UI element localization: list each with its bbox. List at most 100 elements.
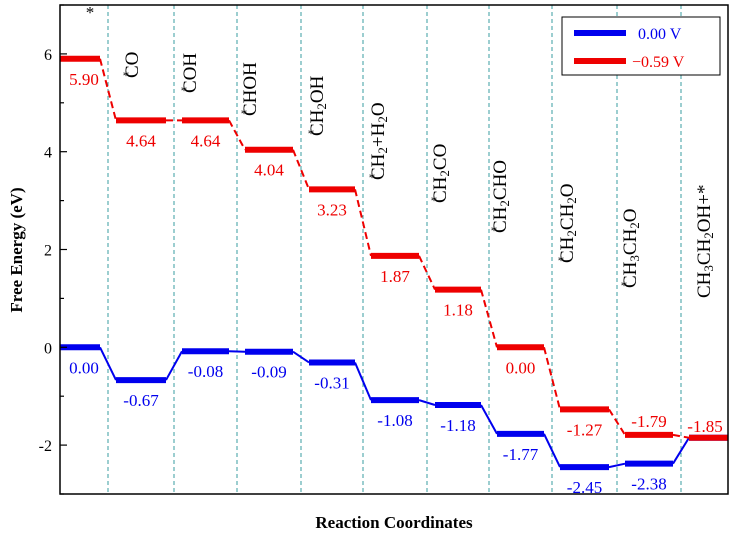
value-label-series-2: 1.18 xyxy=(443,301,473,320)
y-axis: -2 0 2 4 6 xyxy=(39,4,67,495)
intermediate-label-group: CHOH xyxy=(240,62,261,116)
intermediate-asterisk: * xyxy=(369,170,376,185)
intermediate-asterisk: * xyxy=(558,253,565,268)
value-label-series-1: -1.18 xyxy=(440,416,475,435)
connector-series-2 xyxy=(608,408,626,436)
intermediate-label-part: 2 xyxy=(375,147,390,154)
intermediate-label-group: CH3CH2OH+* xyxy=(694,185,716,298)
intermediate-label-part: CO xyxy=(430,144,451,170)
y-tick-label: -2 xyxy=(39,438,52,455)
intermediate-label-part: CO xyxy=(122,52,143,78)
connector-series-1 xyxy=(418,399,436,406)
intermediate-asterisk: * xyxy=(181,83,188,98)
connector-series-1 xyxy=(354,362,372,401)
intermediate-label-part: CH xyxy=(557,236,578,263)
intermediate-asterisk: * xyxy=(308,126,315,141)
value-label-series-1: -2.45 xyxy=(567,478,602,497)
y-tick-label: 0 xyxy=(44,340,52,357)
connector-series-1 xyxy=(608,462,626,469)
intermediate-label-part: CH xyxy=(557,203,578,230)
y-axis-label: Free Energy (eV) xyxy=(7,187,26,312)
intermediate-label-part: CH xyxy=(620,261,641,288)
intermediate-label: CHOH xyxy=(240,62,261,116)
intermediate-asterisk: * xyxy=(431,193,438,208)
value-label-series-1: -0.31 xyxy=(314,373,349,392)
intermediate-label-part: +H xyxy=(368,122,389,147)
intermediate-label-part: 2 xyxy=(437,170,452,177)
intermediate-label-part: 2 xyxy=(627,222,642,229)
y-tick-label: 2 xyxy=(44,243,52,260)
intermediate-label-part: CHOH xyxy=(240,62,261,116)
connector-series-2 xyxy=(418,255,436,291)
intermediate-label-part: 2 xyxy=(314,103,329,110)
intermediate-label-group: COH xyxy=(180,53,201,93)
legend-box xyxy=(561,16,721,76)
value-label-series-2: -1.79 xyxy=(631,412,666,431)
value-label-series-2: 4.64 xyxy=(191,131,221,150)
intermediate-label-part: CH xyxy=(368,153,389,180)
intermediate-label-group: CH2CO xyxy=(430,144,452,203)
intermediate-label-part: CH xyxy=(694,238,715,265)
energy-levels xyxy=(60,55,728,471)
intermediate-label: CH2CO xyxy=(430,144,452,203)
intermediate-label-part: OH xyxy=(307,75,328,103)
connector-series-1 xyxy=(292,350,310,364)
intermediate-label: CH3CH2OH+* xyxy=(694,185,716,298)
intermediate-asterisk: * xyxy=(491,223,498,238)
intermediate-label-part: OH+* xyxy=(694,185,715,233)
intermediate-label: CH2OH xyxy=(307,75,329,136)
intermediate-label-part: 2 xyxy=(497,200,512,207)
connector-series-2 xyxy=(292,149,310,190)
intermediate-label: CH3CH2O xyxy=(620,208,642,288)
intermediate-asterisk: * xyxy=(241,106,248,121)
value-label-series-2: 5.90 xyxy=(69,70,99,89)
y-tick-label: 4 xyxy=(44,145,52,162)
connector-series-2 xyxy=(228,119,246,151)
value-label-series-2: -1.85 xyxy=(687,417,722,436)
intermediate-label-part: CHO xyxy=(490,160,511,200)
intermediate-label: CH2CH2O xyxy=(557,183,579,263)
intermediate-label-group: CH2CHO xyxy=(490,160,512,233)
connector-series-2 xyxy=(480,289,498,348)
legend-label-series-2: −0.59 V xyxy=(632,54,685,71)
step-labels: **CO*COH*CHOH*CH2OH*CH2+H2O*CH2CO*CH2CHO… xyxy=(86,3,717,298)
value-label-series-2: 1.87 xyxy=(380,267,410,286)
intermediate-label-part: 2 xyxy=(564,197,579,204)
intermediate-label-group: CH2CH2O xyxy=(557,183,579,263)
intermediate-label-part: COH xyxy=(180,53,201,93)
value-label-series-1: 0.00 xyxy=(69,358,99,377)
value-label-series-1: -0.67 xyxy=(123,391,159,410)
value-label-series-2: -1.27 xyxy=(567,420,603,439)
intermediate-asterisk: * xyxy=(123,68,130,83)
value-label-series-2: 0.00 xyxy=(506,358,536,377)
connector-series-1 xyxy=(480,404,498,435)
intermediate-label-part: CH xyxy=(490,206,511,233)
value-label-series-2: 3.23 xyxy=(317,200,347,219)
intermediate-label-group: CO xyxy=(122,52,143,78)
intermediate-label: CO xyxy=(122,52,143,78)
intermediate-label-part: 2 xyxy=(701,232,716,239)
intermediate-label-part: CH xyxy=(620,228,641,255)
intermediate-asterisk: * xyxy=(86,3,95,22)
connector-series-1 xyxy=(543,433,561,468)
legend-label-series-1: 0.00 V xyxy=(638,26,682,43)
intermediate-label-part: 3 xyxy=(701,265,716,272)
connector-series-1 xyxy=(672,437,690,465)
intermediate-label-part: 3 xyxy=(627,255,642,262)
connector-series-2 xyxy=(672,433,690,439)
intermediate-label-group: CH3CH2O xyxy=(620,208,642,288)
connector-series-1 xyxy=(99,346,117,381)
intermediate-asterisk: * xyxy=(621,278,628,293)
intermediate-label-part: CH xyxy=(307,109,328,136)
value-label-series-2: 4.04 xyxy=(254,161,284,180)
intermediate-label-group: CH2+H2O xyxy=(368,102,390,180)
value-label-series-1: -1.77 xyxy=(503,445,539,464)
value-label-series-1: -0.09 xyxy=(251,363,286,382)
value-label-series-1: -1.08 xyxy=(377,411,412,430)
intermediate-label-part: CH xyxy=(694,271,715,298)
step-separators xyxy=(107,5,682,494)
intermediate-label-part: O xyxy=(620,208,641,222)
connector-series-1 xyxy=(165,350,183,381)
value-label-series-1: -0.08 xyxy=(188,362,223,381)
